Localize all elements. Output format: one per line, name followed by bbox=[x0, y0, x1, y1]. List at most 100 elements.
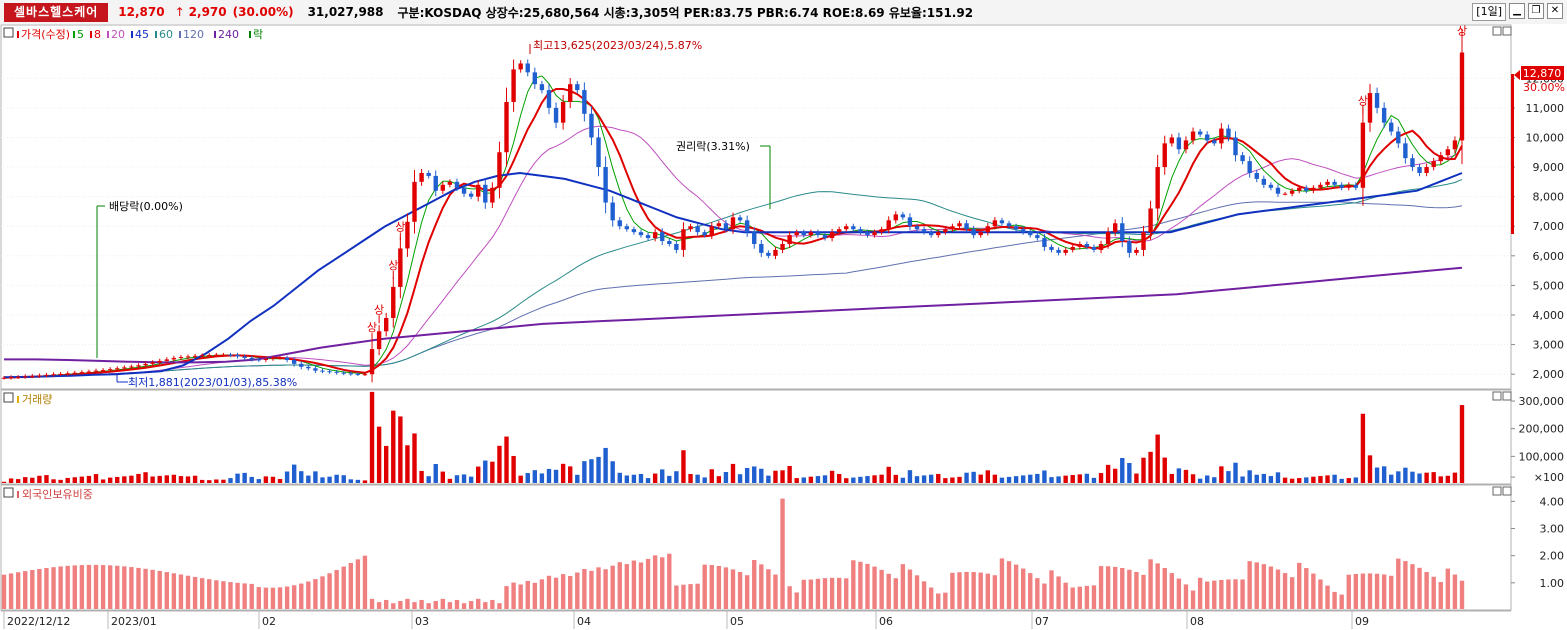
candle bbox=[1141, 232, 1146, 250]
volume-max-icon[interactable] bbox=[1502, 391, 1512, 401]
volume-bar bbox=[1148, 451, 1153, 483]
volume-toggle-icon[interactable] bbox=[3, 392, 14, 403]
legend-item-6[interactable]: 120 bbox=[183, 28, 204, 41]
close-icon[interactable]: ✕ bbox=[1547, 3, 1563, 19]
price-tick-7: 5,000 bbox=[1533, 279, 1565, 292]
volume-min-icon[interactable] bbox=[1492, 391, 1502, 401]
candle bbox=[928, 232, 934, 236]
panel-max-icon[interactable] bbox=[1502, 26, 1512, 36]
volume-bar bbox=[1233, 462, 1238, 483]
foreign-bar bbox=[1, 574, 7, 609]
volume-bar bbox=[122, 476, 127, 483]
volume-bar bbox=[553, 469, 559, 483]
legend-item-7[interactable]: 240 bbox=[218, 28, 239, 41]
volume-bar bbox=[1035, 473, 1040, 483]
x-tick-0: 2022/12/12 bbox=[7, 615, 70, 628]
volume-bar bbox=[907, 470, 913, 483]
candle bbox=[263, 358, 269, 360]
candle bbox=[674, 243, 679, 250]
foreign-bar bbox=[419, 599, 424, 609]
candle bbox=[985, 226, 990, 233]
volume-bar bbox=[900, 477, 906, 483]
volume-bar bbox=[454, 475, 460, 483]
price-tick-3: 9,000 bbox=[1533, 161, 1565, 174]
panel-min-icon[interactable] bbox=[1492, 26, 1502, 36]
volume-bar bbox=[8, 478, 14, 483]
stock-name[interactable]: 셀바스헬스케어 bbox=[4, 2, 109, 22]
foreign-bar bbox=[143, 568, 148, 609]
foreign-bar bbox=[107, 565, 113, 609]
candle bbox=[1063, 249, 1068, 253]
foreign-bar bbox=[836, 577, 842, 609]
volume-bar bbox=[483, 460, 488, 483]
volume-bar bbox=[589, 459, 594, 483]
volume-bar bbox=[235, 473, 240, 483]
foreign-max-icon[interactable] bbox=[1502, 486, 1512, 496]
restore-icon[interactable]: ❐ bbox=[1528, 3, 1544, 19]
period-selector[interactable]: [1일] bbox=[1472, 3, 1506, 21]
candle bbox=[1155, 167, 1160, 209]
candle bbox=[836, 229, 842, 233]
candle bbox=[808, 232, 814, 236]
up-arrow-icon: ↑ bbox=[174, 5, 185, 19]
candle bbox=[907, 217, 913, 227]
candle bbox=[1113, 223, 1118, 233]
candle bbox=[1459, 52, 1465, 141]
candle bbox=[143, 363, 148, 366]
candle bbox=[914, 226, 920, 230]
candle bbox=[1120, 223, 1125, 242]
legend-item-3[interactable]: 20 bbox=[111, 28, 125, 41]
candle bbox=[1020, 229, 1026, 233]
candle bbox=[1282, 193, 1288, 195]
legend-item-0[interactable]: 가격(수정) bbox=[21, 28, 70, 41]
foreign-bar bbox=[1459, 580, 1465, 609]
price-range-bar bbox=[1511, 74, 1514, 234]
candle bbox=[822, 235, 828, 239]
minimize-icon[interactable]: ▁ bbox=[1509, 3, 1525, 19]
candle bbox=[37, 375, 42, 377]
candle bbox=[313, 368, 318, 371]
stock-chart[interactable]: 12,00011,00010,0009,0008,0007,0006,0005,… bbox=[0, 24, 1567, 630]
candle bbox=[794, 232, 799, 236]
foreign-bar bbox=[674, 585, 679, 609]
ma240-line bbox=[4, 266, 1463, 364]
price-tick-8: 4,000 bbox=[1533, 309, 1565, 322]
volume-bar bbox=[560, 463, 566, 483]
candle bbox=[376, 331, 382, 350]
legend-item-1[interactable]: 5 bbox=[77, 28, 84, 41]
high-label: 최고13,625(2023/03/24),5.87% bbox=[533, 39, 702, 52]
panel-toggle-icon[interactable] bbox=[3, 27, 14, 38]
volume-bar bbox=[957, 476, 962, 483]
foreign-title: 외국인보유비중 bbox=[22, 488, 93, 501]
foreign-bar bbox=[801, 579, 806, 609]
foreign-toggle-icon[interactable] bbox=[3, 487, 14, 498]
foreign-bar bbox=[1396, 558, 1401, 609]
volume-bar bbox=[1360, 413, 1366, 483]
foreign-bar bbox=[454, 599, 460, 609]
volume-bar bbox=[1, 481, 7, 483]
foreign-bar bbox=[447, 602, 453, 609]
candle bbox=[249, 357, 254, 360]
candle bbox=[86, 371, 92, 373]
candle bbox=[1240, 155, 1245, 162]
volume-bar bbox=[1070, 475, 1075, 483]
candle bbox=[1360, 122, 1366, 188]
current-price-tag: 12,870 30.00% bbox=[1514, 66, 1565, 94]
foreign-bar bbox=[185, 575, 191, 609]
candle bbox=[1049, 246, 1054, 250]
volume-bar bbox=[79, 476, 85, 483]
volume-bar bbox=[334, 474, 339, 483]
foreign-tick-2: 2.00 bbox=[1540, 550, 1565, 563]
legend-item-8[interactable]: 락 bbox=[253, 28, 263, 41]
candle bbox=[1190, 131, 1196, 141]
volume-bar bbox=[1091, 477, 1097, 483]
foreign-bar bbox=[716, 565, 722, 609]
foreign-min-icon[interactable] bbox=[1492, 486, 1502, 496]
candle bbox=[242, 356, 247, 358]
legend-item-4[interactable]: 45 bbox=[135, 28, 149, 41]
foreign-bar bbox=[1353, 574, 1359, 609]
candle bbox=[1381, 107, 1387, 123]
legend-item-2[interactable]: 8 bbox=[94, 28, 101, 41]
legend-item-5[interactable]: 60 bbox=[159, 28, 173, 41]
candle bbox=[709, 226, 714, 236]
